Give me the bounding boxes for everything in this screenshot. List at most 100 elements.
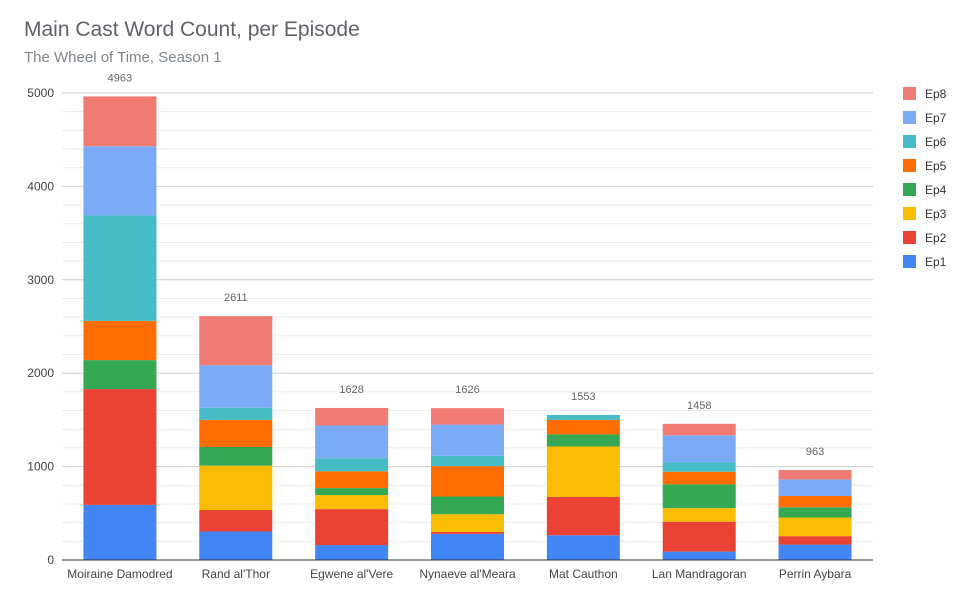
- legend-item-ep8: Ep8: [903, 87, 947, 101]
- bar-segment-ep1: [83, 504, 157, 560]
- bar-segment-ep4: [83, 360, 157, 390]
- bar-segment-ep3: [662, 508, 736, 522]
- bar-segment-ep6: [662, 462, 736, 472]
- y-tick-label: 2000: [27, 366, 54, 380]
- bar-segment-ep1: [199, 531, 273, 560]
- total-label: 963: [806, 446, 824, 458]
- y-axis: 0 1000 2000 3000 4000 5000: [27, 86, 54, 567]
- total-label: 1458: [687, 400, 711, 412]
- x-tick-label: Perrin Aybara: [779, 567, 852, 581]
- bar-segment-ep4: [199, 446, 273, 466]
- bar-segment-ep3: [546, 446, 620, 497]
- bar-segment-ep6: [199, 407, 273, 420]
- bar-segment-ep8: [778, 470, 852, 480]
- legend-label: Ep7: [925, 111, 947, 125]
- bar-segment-ep7: [431, 424, 504, 456]
- x-tick-label: Nynaeve al'Meara: [419, 567, 516, 581]
- bar-segment-ep3: [199, 465, 273, 511]
- total-label: 1626: [455, 384, 479, 396]
- legend-item-ep3: Ep3: [903, 207, 947, 221]
- bar-segment-ep8: [431, 408, 504, 425]
- bar-segment-ep5: [778, 496, 852, 508]
- legend-swatch: [903, 135, 916, 148]
- x-tick-label: Rand al'Thor: [202, 567, 270, 581]
- bar-segment-ep4: [546, 434, 620, 447]
- chart-subtitle: The Wheel of Time, Season 1: [24, 49, 222, 66]
- bar-segment-ep2: [546, 496, 620, 536]
- bar-segment-ep8: [315, 407, 389, 426]
- bar-segment-ep1: [546, 535, 620, 560]
- total-labels: 4963 2611 1628 1626 1553 1458 963: [108, 72, 825, 458]
- bar-segment-ep4: [662, 484, 736, 509]
- legend-label: Ep5: [925, 159, 947, 173]
- legend-label: Ep6: [925, 135, 947, 149]
- x-tick-label: Egwene al'Vere: [310, 567, 393, 581]
- bar-segment-ep1: [778, 544, 852, 560]
- bar-segment-ep3: [431, 514, 504, 532]
- legend-item-ep7: Ep7: [903, 111, 947, 125]
- bar-segment-ep6: [546, 414, 620, 420]
- x-tick-label: Lan Mandragoran: [652, 567, 747, 581]
- bar-segment-ep5: [662, 471, 736, 485]
- bar-segment-ep6: [83, 215, 157, 321]
- total-label: 4963: [108, 72, 132, 84]
- bar-segment-ep1: [662, 551, 736, 560]
- bar-segment-ep8: [83, 96, 157, 147]
- bar-segment-ep7: [778, 479, 852, 497]
- legend-item-ep6: Ep6: [903, 135, 947, 149]
- legend-item-ep1: Ep1: [903, 255, 947, 269]
- gridlines: [62, 92, 873, 561]
- legend: Ep8 Ep7 Ep6 Ep5 Ep4 Ep3 Ep2 Ep1: [903, 87, 947, 269]
- y-tick-label: 5000: [27, 86, 54, 100]
- bar-segment-ep5: [315, 471, 389, 489]
- bar-segment-ep2: [778, 536, 852, 545]
- y-tick-label: 4000: [27, 179, 54, 193]
- bar-segment-ep7: [83, 146, 157, 216]
- bar-segment-ep5: [199, 419, 273, 447]
- total-label: 2611: [224, 292, 248, 304]
- bar-segment-ep8: [199, 316, 273, 366]
- bar-segment-ep8: [662, 423, 736, 436]
- bar-segment-ep4: [315, 488, 389, 496]
- x-axis: Moiraine Damodred Rand al'Thor Egwene al'V…: [62, 559, 873, 581]
- bar-segment-ep2: [431, 531, 504, 534]
- bar-segment-ep7: [662, 435, 736, 463]
- legend-label: Ep3: [925, 207, 947, 221]
- bar-segment-ep1: [315, 545, 389, 560]
- legend-label: Ep4: [925, 183, 947, 197]
- legend-item-ep2: Ep2: [903, 231, 947, 245]
- x-tick-label: Mat Cauthon: [549, 567, 618, 581]
- bar-segment-ep1: [431, 533, 504, 560]
- bar-segment-ep6: [431, 455, 504, 467]
- bar-segment-ep5: [546, 419, 620, 435]
- bar-segment-ep2: [315, 509, 389, 546]
- legend-swatch: [903, 87, 916, 100]
- legend-label: Ep8: [925, 87, 947, 101]
- bar-segment-ep4: [778, 507, 852, 518]
- legend-swatch: [903, 183, 916, 196]
- bar-segment-ep7: [315, 425, 389, 459]
- bar-segment-ep2: [199, 510, 273, 532]
- y-tick-label: 1000: [27, 460, 54, 474]
- bars: [83, 96, 852, 560]
- legend-item-ep4: Ep4: [903, 183, 947, 197]
- bar-segment-ep2: [662, 521, 736, 552]
- y-tick-label: 0: [47, 553, 54, 567]
- chart-title: Main Cast Word Count, per Episode: [24, 18, 360, 41]
- y-tick-label: 3000: [27, 273, 54, 287]
- x-tick-label: Moiraine Damodred: [67, 567, 172, 581]
- legend-swatch: [903, 231, 916, 244]
- legend-swatch: [903, 207, 916, 220]
- legend-swatch: [903, 111, 916, 124]
- bar-segment-ep6: [315, 458, 389, 472]
- legend-label: Ep2: [925, 231, 947, 245]
- bar-segment-ep4: [431, 496, 504, 515]
- bar-segment-ep7: [199, 365, 273, 408]
- bar-segment-ep3: [778, 517, 852, 537]
- bar-segment-ep2: [83, 389, 157, 505]
- legend-item-ep5: Ep5: [903, 159, 947, 173]
- bar-segment-ep3: [315, 495, 389, 510]
- bar-segment-ep5: [431, 466, 504, 497]
- total-label: 1628: [339, 384, 363, 396]
- bar-segment-ep5: [83, 320, 157, 361]
